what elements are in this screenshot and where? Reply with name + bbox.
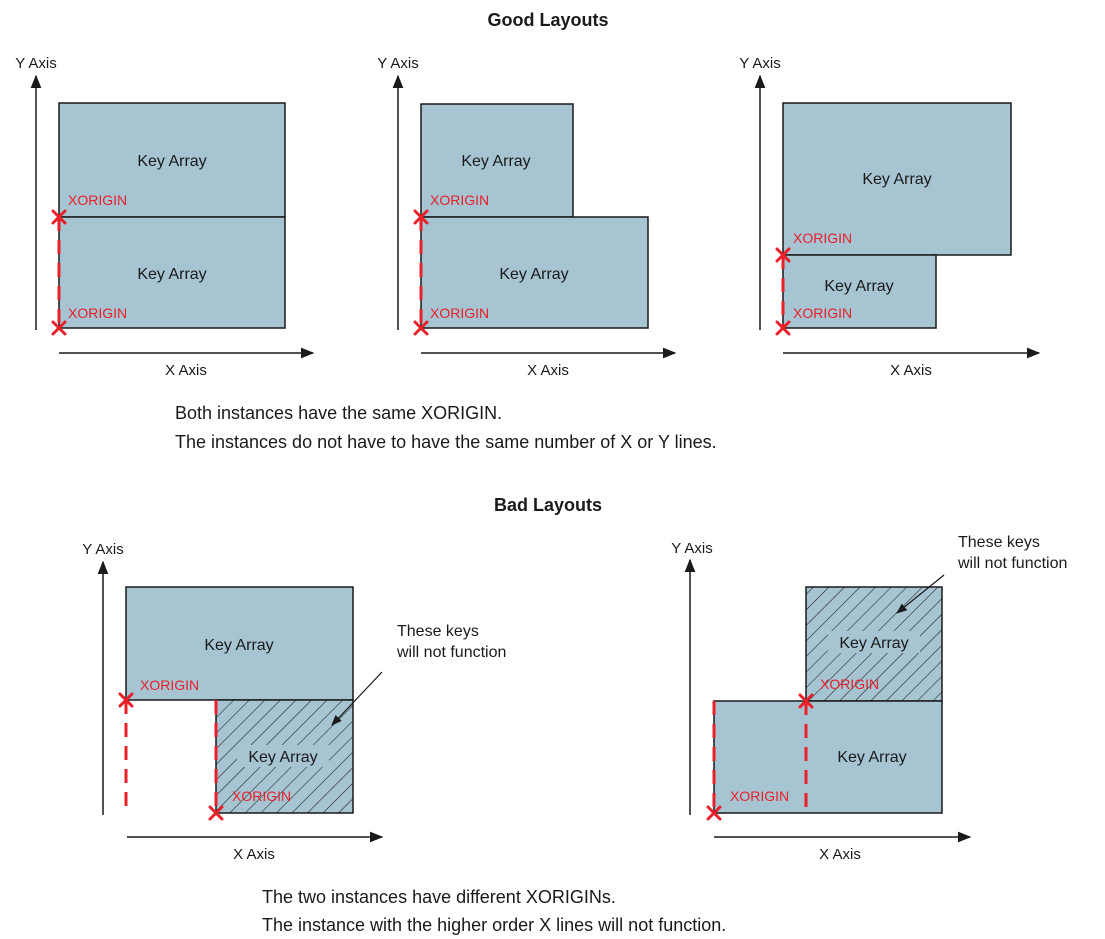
nonfunctional-note-line-1: These keys — [397, 623, 479, 640]
xorigin-cross-mark — [798, 693, 814, 709]
y-axis-label: Y Axis — [15, 55, 56, 72]
good-caption-line-2: The instances do not have to have the sa… — [175, 432, 717, 452]
nonfunctional-pointer-arrow — [896, 574, 945, 614]
key-array-block-upper — [58, 102, 286, 218]
good-layout-3: Y Axis X Axis Key Array Key Array XORIGI… — [739, 55, 1041, 379]
y-axis-label: Y Axis — [82, 541, 123, 558]
nonfunctional-pointer-arrow — [331, 671, 383, 726]
key-array-label: Key Array — [499, 266, 568, 283]
key-array-block-upper — [125, 586, 354, 701]
y-axis-label: Y Axis — [377, 55, 418, 72]
xorigin-label: XORIGIN — [793, 305, 852, 321]
y-axis-label: Y Axis — [739, 55, 780, 72]
key-array-label: Key Array — [839, 635, 908, 652]
label-backdrop — [828, 631, 920, 653]
key-array-block-lower — [58, 216, 286, 329]
xorigin-label: XORIGIN — [430, 305, 489, 321]
y-axis-label: Y Axis — [671, 540, 712, 557]
key-array-block-upper — [782, 102, 1012, 256]
good-layout-1: Y Axis X Axis Key Array Key Array XORIGI… — [15, 55, 315, 379]
key-array-block-lower — [782, 254, 937, 329]
xorigin-label: XORIGIN — [68, 305, 127, 321]
x-axis-label: X Axis — [819, 846, 861, 863]
key-array-block-upper — [420, 103, 574, 218]
key-array-label: Key Array — [837, 749, 906, 766]
good-layouts-title: Good Layouts — [488, 10, 609, 30]
x-axis-label: X Axis — [890, 362, 932, 379]
x-axis-label: X Axis — [527, 362, 569, 379]
label-backdrop — [237, 745, 329, 767]
good-caption-line-1: Both instances have the same XORIGIN. — [175, 403, 502, 423]
xorigin-label: XORIGIN — [232, 788, 291, 804]
x-axis-label: X Axis — [233, 846, 275, 863]
xorigin-cross-mark — [775, 320, 791, 336]
nonfunctional-note-line-2: will not function — [396, 644, 506, 661]
key-array-label: Key Array — [248, 749, 317, 766]
xorigin-label: XORIGIN — [430, 192, 489, 208]
bad-caption-line-2: The instance with the higher order X lin… — [262, 915, 726, 935]
xorigin-cross-mark — [51, 320, 67, 336]
xorigin-label: XORIGIN — [820, 676, 879, 692]
key-array-label: Key Array — [137, 266, 206, 283]
xorigin-cross-mark — [118, 692, 134, 708]
key-array-label: Key Array — [137, 153, 206, 170]
xorigin-cross-mark — [413, 320, 429, 336]
key-array-label: Key Array — [204, 637, 273, 654]
key-array-block-lower — [420, 216, 649, 329]
xorigin-label: XORIGIN — [730, 788, 789, 804]
xorigin-label: XORIGIN — [68, 192, 127, 208]
nonfunctional-note-line-2: will not function — [957, 555, 1067, 572]
key-array-label: Key Array — [862, 171, 931, 188]
x-axis-label: X Axis — [165, 362, 207, 379]
xorigin-cross-mark — [208, 805, 224, 821]
key-array-block-lower — [713, 700, 943, 814]
xorigin-cross-mark — [413, 209, 429, 225]
xorigin-label: XORIGIN — [140, 677, 199, 693]
key-array-label: Key Array — [824, 278, 893, 295]
bad-caption-line-1: The two instances have different XORIGIN… — [262, 887, 616, 907]
xorigin-cross-mark — [51, 209, 67, 225]
xorigin-cross-mark — [706, 805, 722, 821]
xorigin-cross-mark — [775, 247, 791, 263]
good-layout-2: Y Axis X Axis Key Array Key Array XORIGI… — [377, 55, 677, 379]
nonfunctional-note-line-1: These keys — [958, 534, 1040, 551]
key-array-label: Key Array — [461, 153, 530, 170]
bad-layout-2: Y Axis X Axis Key Array Key Array XORIGI… — [671, 534, 1067, 863]
bad-layout-1: Y Axis X Axis Key Array Key Array XORIGI… — [82, 541, 506, 863]
bad-layouts-title: Bad Layouts — [494, 495, 602, 515]
xorigin-label: XORIGIN — [793, 230, 852, 246]
